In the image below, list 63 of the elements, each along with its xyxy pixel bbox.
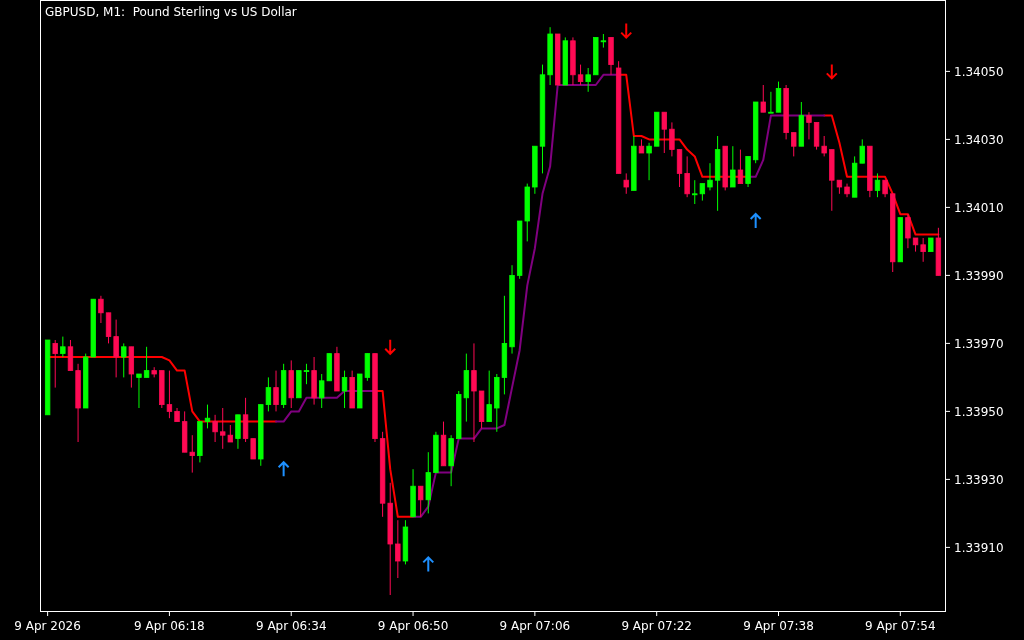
candlestick — [242, 397, 249, 443]
point — [825, 63, 838, 80]
candlestick — [768, 91, 774, 114]
candlestick — [730, 145, 736, 188]
candlestick — [136, 373, 142, 409]
candlestick — [341, 370, 348, 409]
candlestick — [920, 237, 926, 263]
x-tick-label: 9 Apr 07:06 — [499, 619, 571, 633]
candlestick — [676, 149, 683, 188]
candlestick — [204, 404, 211, 429]
candlestick — [661, 111, 667, 154]
candlestick — [98, 295, 104, 324]
candlestick — [113, 319, 119, 378]
candlestick — [737, 149, 744, 185]
candlestick — [67, 339, 74, 372]
y-tick-label: 1.33970 — [954, 336, 1004, 351]
candlestick — [874, 172, 881, 198]
x-tick-label: 9 Apr 06:18 — [134, 619, 205, 633]
candlestick — [707, 162, 713, 191]
candlestick — [303, 363, 310, 385]
candlestick — [395, 519, 401, 579]
point — [277, 461, 290, 478]
candlestick — [471, 342, 477, 443]
y-tick-label: 1.33910 — [954, 540, 1004, 555]
candlestick — [212, 414, 218, 443]
candlestick — [775, 81, 782, 113]
y-tick-label: 1.33930 — [954, 472, 1004, 487]
candlestick — [791, 132, 797, 157]
y-tick-label: 1.33990 — [954, 268, 1004, 283]
point — [620, 22, 633, 39]
candlestick — [121, 342, 127, 378]
y-tick-label: 1.33950 — [954, 404, 1004, 419]
candlestick — [105, 312, 112, 344]
candlestick — [623, 172, 629, 195]
x-tick-label: 9 Apr 07:38 — [743, 619, 814, 633]
candlestick — [760, 84, 766, 113]
point — [384, 338, 397, 355]
candlestick — [585, 67, 591, 93]
candlestick — [806, 111, 812, 140]
candlestick — [273, 370, 279, 412]
candlestick — [235, 414, 241, 450]
candlestick — [486, 370, 492, 423]
point — [422, 556, 435, 573]
candlestick — [669, 121, 675, 157]
candlestick — [52, 339, 58, 389]
x-tick-label: 9 Apr 06:34 — [255, 619, 327, 633]
x-tick-label: 9 Apr 06:50 — [377, 619, 449, 633]
candlestick — [143, 346, 150, 378]
candlestick — [905, 213, 911, 249]
candlestick — [577, 64, 584, 86]
x-tick-label: 9 Apr 07:54 — [865, 619, 936, 633]
candlestick — [250, 438, 256, 460]
chart-title: GBPUSD, M1: Pound Sterling vs US Dollar — [45, 5, 297, 19]
candlestick — [646, 142, 652, 181]
candlestick — [684, 155, 690, 198]
candlestick — [417, 485, 424, 518]
x-tick-label: 9 Apr 2026 — [14, 619, 81, 633]
y-tick-label: 1.34010 — [954, 200, 1004, 215]
y-tick-label: 1.34030 — [954, 132, 1004, 147]
x-tick-label: 9 Apr 07:22 — [621, 619, 692, 633]
point — [749, 213, 762, 229]
candlestick — [60, 336, 66, 358]
y-tick-label: 1.34050 — [954, 64, 1004, 79]
